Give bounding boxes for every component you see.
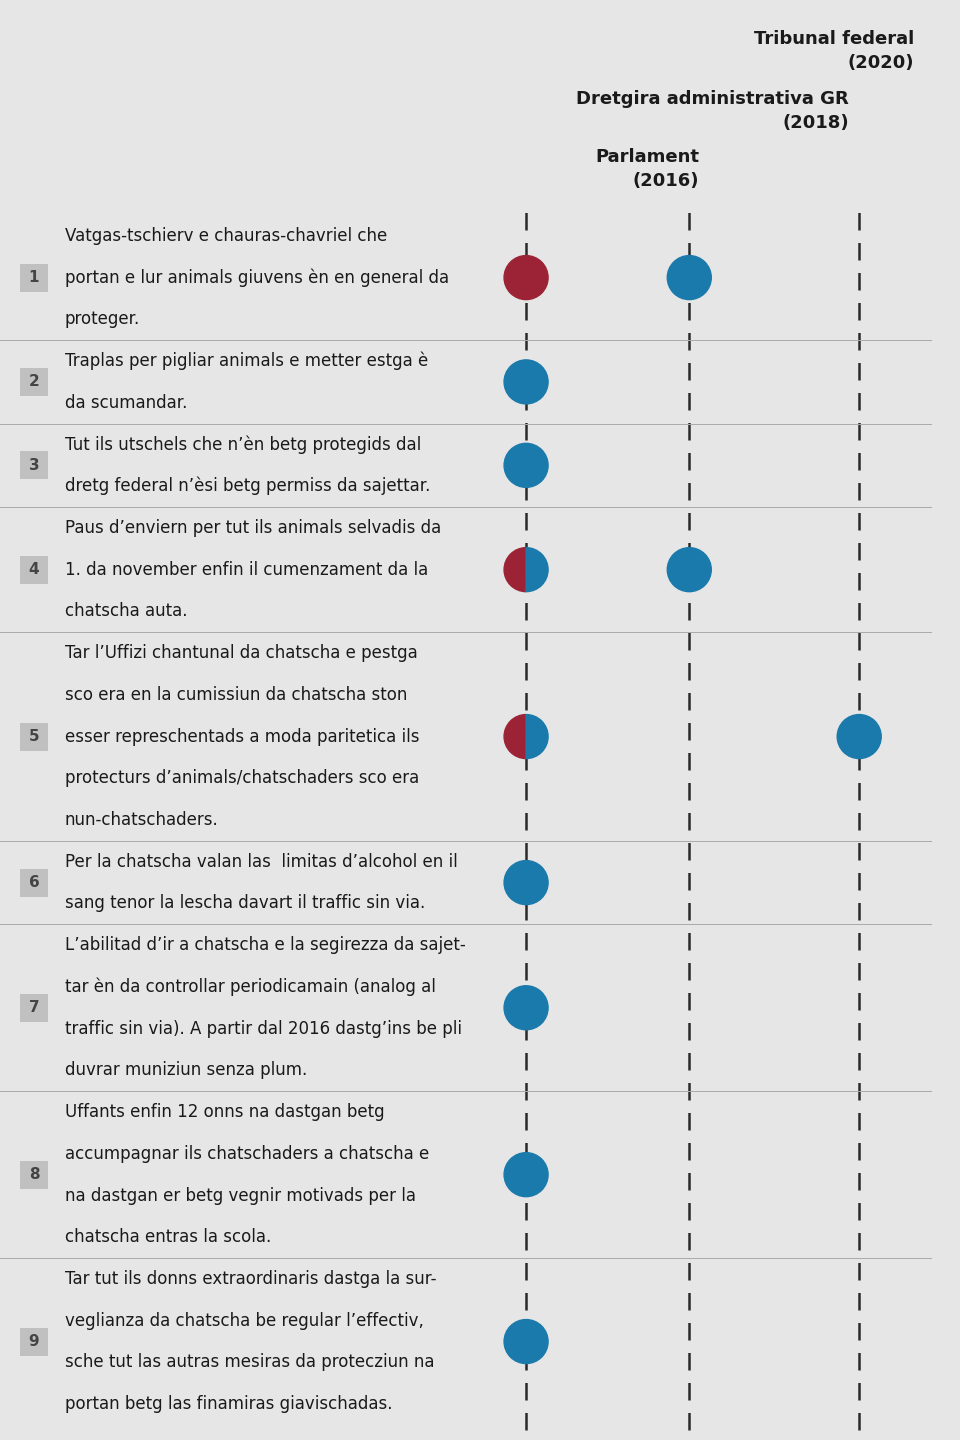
Text: duvrar muniziun senza plum.: duvrar muniziun senza plum. <box>65 1061 307 1080</box>
Text: Paus d’enviern per tut ils animals selvadis da: Paus d’enviern per tut ils animals selva… <box>65 518 442 537</box>
Text: nun-chatschaders.: nun-chatschaders. <box>65 811 219 829</box>
FancyBboxPatch shape <box>20 723 48 750</box>
Circle shape <box>667 547 711 592</box>
Text: portan betg las finamiras giavischadas.: portan betg las finamiras giavischadas. <box>65 1395 393 1413</box>
Text: Tribunal federal
(2020): Tribunal federal (2020) <box>754 30 914 72</box>
FancyBboxPatch shape <box>20 264 48 291</box>
FancyBboxPatch shape <box>20 868 48 897</box>
Text: tar èn da controllar periodicamain (analog al: tar èn da controllar periodicamain (anal… <box>65 978 436 996</box>
Text: accumpagnar ils chatschaders a chatscha e: accumpagnar ils chatschaders a chatscha … <box>65 1145 429 1162</box>
Text: Uffants enfin 12 onns na dastgan betg: Uffants enfin 12 onns na dastgan betg <box>65 1103 385 1122</box>
Text: proteger.: proteger. <box>65 310 140 328</box>
Text: sco era en la cumissiun da chatscha ston: sco era en la cumissiun da chatscha ston <box>65 685 407 704</box>
Circle shape <box>504 861 548 904</box>
Text: Per la chatscha valan las  limitas d’alcohol en il: Per la chatscha valan las limitas d’alco… <box>65 852 458 871</box>
Text: Traplas per pigliar animals e metter estga è: Traplas per pigliar animals e metter est… <box>65 351 428 370</box>
Text: 1: 1 <box>29 271 39 285</box>
Text: 4: 4 <box>29 562 39 577</box>
Circle shape <box>504 1152 548 1197</box>
Text: traffic sin via). A partir dal 2016 dastg’ins be pli: traffic sin via). A partir dal 2016 dast… <box>65 1020 462 1038</box>
Text: 9: 9 <box>29 1333 39 1349</box>
Text: sang tenor la lescha davart il traffic sin via.: sang tenor la lescha davart il traffic s… <box>65 894 425 913</box>
Text: 5: 5 <box>29 729 39 744</box>
FancyBboxPatch shape <box>20 367 48 396</box>
Circle shape <box>504 986 548 1030</box>
Wedge shape <box>526 714 548 759</box>
Circle shape <box>837 714 881 759</box>
Circle shape <box>504 255 548 300</box>
FancyBboxPatch shape <box>20 451 48 480</box>
Text: 8: 8 <box>29 1168 39 1182</box>
Text: protecturs d’animals/chatschaders sco era: protecturs d’animals/chatschaders sco er… <box>65 769 420 788</box>
Circle shape <box>667 255 711 300</box>
Text: Tar tut ils donns extraordinaris dastga la sur-: Tar tut ils donns extraordinaris dastga … <box>65 1270 437 1287</box>
Text: sche tut las autras mesiras da protecziun na: sche tut las autras mesiras da protecziu… <box>65 1354 435 1371</box>
Wedge shape <box>526 547 548 592</box>
Wedge shape <box>504 714 526 759</box>
Text: chatscha auta.: chatscha auta. <box>65 602 187 621</box>
Text: na dastgan er betg vegnir motivads per la: na dastgan er betg vegnir motivads per l… <box>65 1187 416 1204</box>
Wedge shape <box>504 547 526 592</box>
Circle shape <box>504 1319 548 1364</box>
Text: Dretgira administrativa GR
(2018): Dretgira administrativa GR (2018) <box>576 89 850 131</box>
FancyBboxPatch shape <box>20 556 48 583</box>
Text: L’abilitad d’ir a chatscha e la segirezza da sajet-: L’abilitad d’ir a chatscha e la segirezz… <box>65 936 466 955</box>
FancyBboxPatch shape <box>20 1328 48 1355</box>
Text: Parlament
(2016): Parlament (2016) <box>595 148 699 190</box>
Text: Tar l’Uffizi chantunal da chatscha e pestga: Tar l’Uffizi chantunal da chatscha e pes… <box>65 644 418 662</box>
Text: portan e lur animals giuvens èn en general da: portan e lur animals giuvens èn en gener… <box>65 268 449 287</box>
Text: dretg federal n’èsi betg permiss da sajettar.: dretg federal n’èsi betg permiss da saje… <box>65 477 430 495</box>
Text: Vatgas-tschierv e chauras-chavriel che: Vatgas-tschierv e chauras-chavriel che <box>65 228 387 245</box>
Text: 3: 3 <box>29 458 39 472</box>
FancyBboxPatch shape <box>20 1161 48 1188</box>
Circle shape <box>504 360 548 403</box>
Text: 2: 2 <box>29 374 39 389</box>
Text: chatscha entras la scola.: chatscha entras la scola. <box>65 1228 272 1246</box>
Circle shape <box>504 444 548 487</box>
Text: 7: 7 <box>29 1001 39 1015</box>
Text: 6: 6 <box>29 876 39 890</box>
Text: da scumandar.: da scumandar. <box>65 393 187 412</box>
Text: esser represchentads a moda paritetica ils: esser represchentads a moda paritetica i… <box>65 727 420 746</box>
Text: veglianza da chatscha be regular l’effectiv,: veglianza da chatscha be regular l’effec… <box>65 1312 424 1329</box>
FancyBboxPatch shape <box>20 994 48 1022</box>
Text: Tut ils utschels che n’èn betg protegids dal: Tut ils utschels che n’èn betg protegids… <box>65 435 421 454</box>
Text: 1. da november enfin il cumenzament da la: 1. da november enfin il cumenzament da l… <box>65 560 428 579</box>
